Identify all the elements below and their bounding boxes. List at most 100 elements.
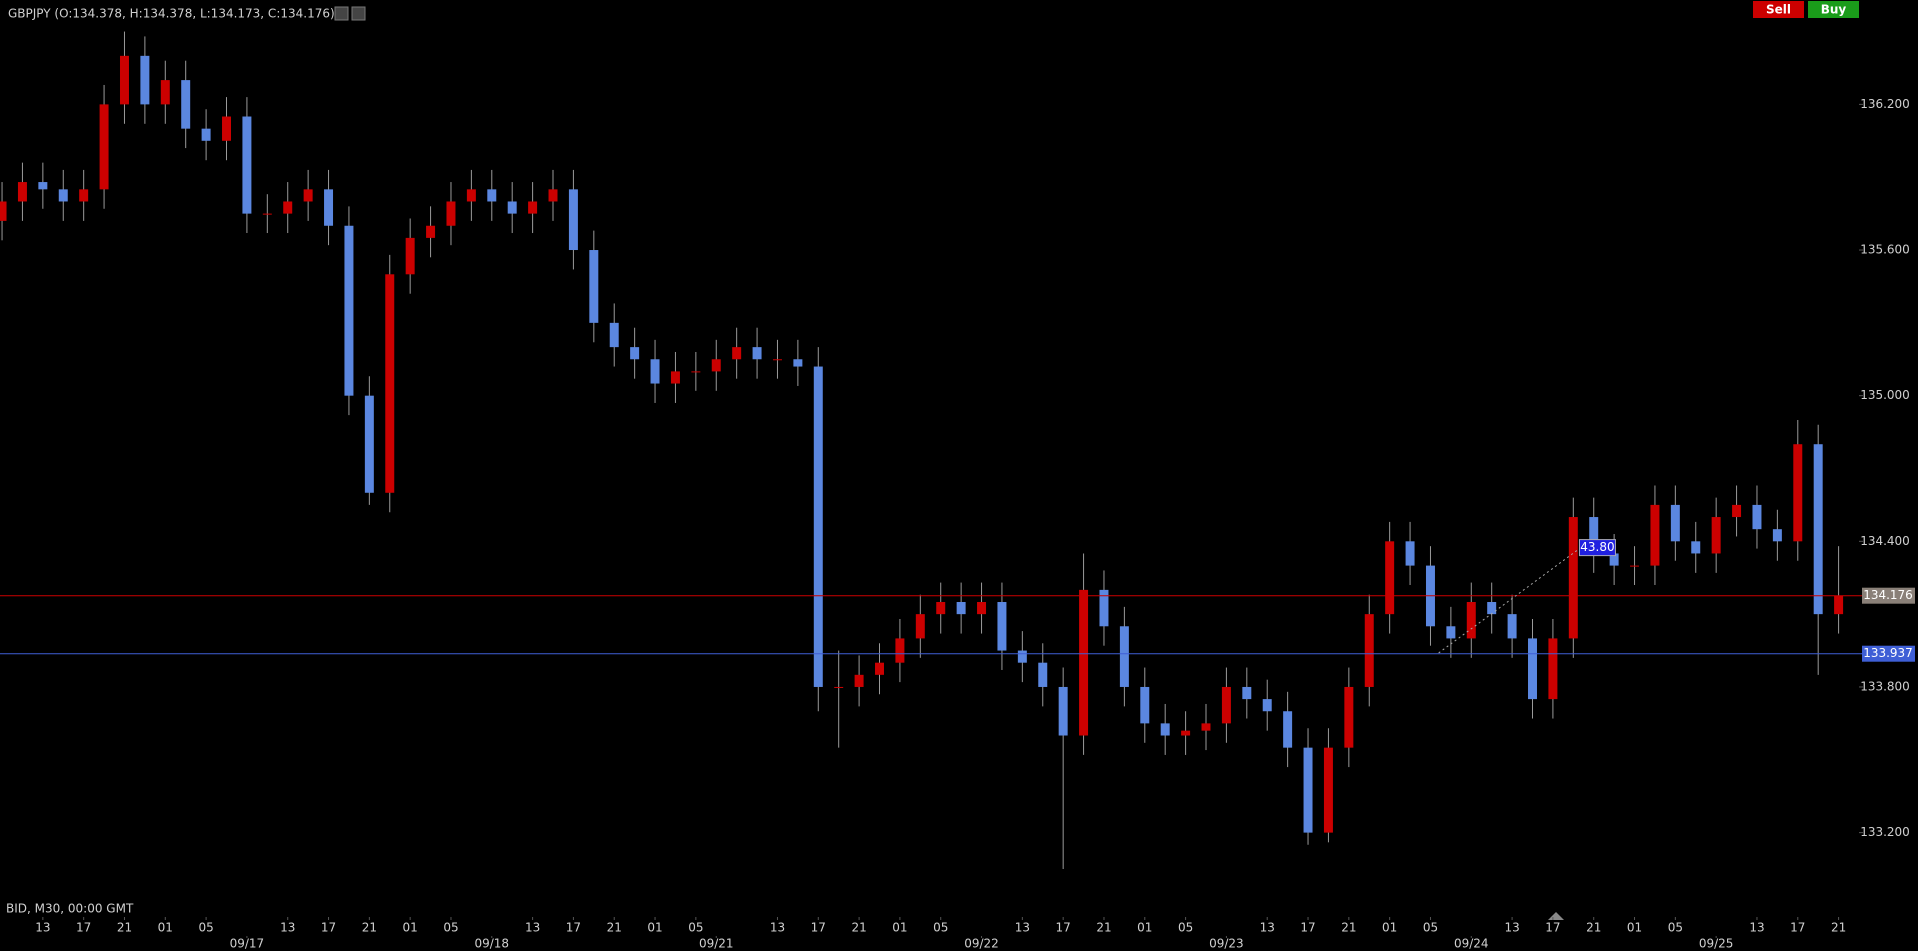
x-tick-label: 05 (1178, 921, 1193, 935)
candle-body (711, 359, 721, 372)
candle-body (1732, 504, 1742, 518)
candle-body (691, 371, 701, 373)
x-tick-label: 17 (1790, 921, 1805, 935)
candle-body (79, 189, 89, 202)
date-tick-label: 09/17 (230, 937, 265, 951)
x-tick-label: 13 (35, 921, 50, 935)
candle-body (1344, 686, 1354, 748)
x-tick-label: 21 (851, 921, 866, 935)
x-tick-label: 21 (1341, 921, 1356, 935)
trade-button-label[interactable]: Buy (1821, 3, 1847, 17)
candle-body (1364, 614, 1374, 687)
x-tick-label: 17 (1056, 921, 1071, 935)
chart-title: GBPJPY (O:134.378, H:134.378, L:134.173,… (8, 7, 335, 21)
candle-body (1793, 444, 1803, 542)
x-tick-label: 05 (933, 921, 948, 935)
candle-body (303, 189, 313, 202)
x-tick-label: 13 (1504, 921, 1519, 935)
price-level-box (1862, 587, 1915, 604)
date-tick-label: 09/25 (1699, 937, 1734, 951)
x-tick-label: 05 (1423, 921, 1438, 935)
candle-body (1589, 517, 1599, 554)
y-tick-label: 133.800 (1860, 679, 1910, 693)
x-tick-label: 17 (566, 921, 581, 935)
candle-body (1487, 602, 1497, 615)
x-tick-label: 13 (280, 921, 295, 935)
candle-body (160, 80, 170, 105)
candle-body (1548, 638, 1558, 700)
date-tick-label: 09/18 (474, 937, 509, 951)
x-tick-label: 17 (1545, 921, 1560, 935)
settings-icon[interactable] (334, 6, 349, 21)
x-tick-label: 17 (321, 921, 336, 935)
candle-body (446, 201, 456, 226)
x-tick-label: 05 (1668, 921, 1683, 935)
x-tick-label: 01 (158, 921, 173, 935)
x-tick-label: 21 (117, 921, 132, 935)
y-tick-label: 135.000 (1860, 388, 1910, 402)
x-tick-label: 13 (1749, 921, 1764, 935)
y-tick-label: 133.200 (1860, 825, 1910, 839)
candle-body (1772, 529, 1782, 542)
candle-body (1323, 747, 1333, 833)
trade-button[interactable] (1753, 1, 1804, 18)
candle-body (119, 55, 129, 105)
candle-body (977, 602, 987, 615)
candle-body (1385, 541, 1395, 615)
candle-body (1630, 565, 1640, 567)
x-tick-label: 01 (647, 921, 662, 935)
measure-box (1578, 539, 1616, 557)
x-tick-label: 17 (76, 921, 91, 935)
candle-body (548, 189, 558, 202)
close-icon[interactable] (351, 6, 366, 21)
candle-body (38, 182, 48, 190)
x-tick-label: 01 (1382, 921, 1397, 935)
candle-body (1181, 730, 1191, 736)
candle-body (1813, 444, 1823, 615)
candle-body (222, 116, 231, 141)
chart-subtitle: BID, M30, 00:00 GMT (6, 902, 134, 916)
trade-button[interactable] (1808, 1, 1859, 18)
candle-body (1038, 662, 1048, 687)
candle-body (1691, 541, 1701, 554)
candle-body (752, 347, 762, 360)
candle-body (262, 213, 272, 215)
candle-body (1140, 686, 1150, 724)
date-tick-label: 09/24 (1454, 937, 1489, 951)
candle-body (915, 614, 925, 639)
candle-body (1568, 517, 1578, 639)
date-tick-label: 09/21 (699, 937, 734, 951)
candle-body (1079, 589, 1089, 736)
candle-body (589, 250, 599, 323)
candle-body (854, 674, 864, 687)
measure-label: 43.80 (1580, 540, 1614, 554)
price-level-label: 134.176 (1863, 588, 1913, 602)
candle-body (283, 201, 293, 214)
candle-body (1099, 589, 1109, 627)
candle-body (1650, 504, 1660, 566)
date-tick-label: 09/22 (964, 937, 999, 951)
candle-body (1303, 747, 1313, 833)
candle-body (1711, 517, 1721, 554)
trade-button-label[interactable]: Sell (1766, 3, 1791, 17)
y-tick-label: 135.600 (1860, 243, 1910, 257)
candle-body (1446, 626, 1456, 639)
x-tick-label: 21 (1831, 921, 1846, 935)
candle-body (1609, 553, 1619, 566)
x-tick-label: 05 (443, 921, 458, 935)
candle-body (201, 128, 211, 141)
candle-body (1834, 595, 1844, 615)
x-tick-label: 05 (198, 921, 213, 935)
candle-body (58, 189, 68, 202)
x-tick-label: 13 (770, 921, 785, 935)
candle-body (1752, 504, 1762, 530)
candle-body (936, 602, 946, 615)
candle-body (1670, 504, 1680, 542)
candle-body (1017, 650, 1027, 663)
candle-body (956, 602, 966, 615)
candle-body (385, 274, 395, 493)
x-tick-label: 17 (1300, 921, 1315, 935)
x-tick-label: 21 (1096, 921, 1111, 935)
candle-body (140, 55, 150, 105)
